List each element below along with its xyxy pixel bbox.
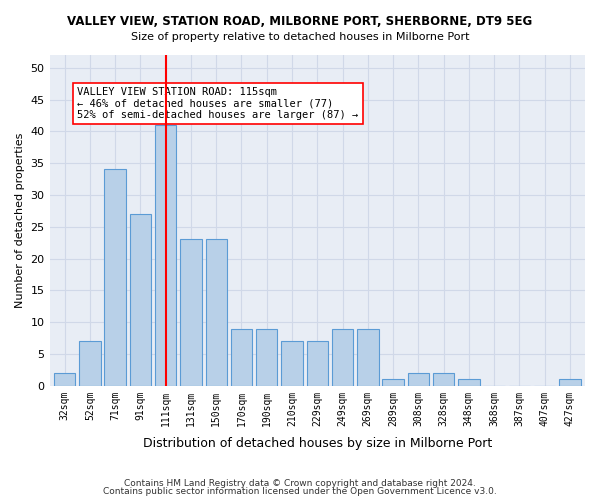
Bar xyxy=(407,373,429,386)
X-axis label: Distribution of detached houses by size in Milborne Port: Distribution of detached houses by size … xyxy=(143,437,492,450)
Bar xyxy=(231,328,252,386)
Bar xyxy=(458,380,479,386)
Bar xyxy=(104,170,126,386)
Bar xyxy=(382,380,404,386)
Bar xyxy=(206,240,227,386)
Bar xyxy=(256,328,277,386)
Y-axis label: Number of detached properties: Number of detached properties xyxy=(15,132,25,308)
Bar xyxy=(559,380,581,386)
Bar xyxy=(155,125,176,386)
Bar xyxy=(281,341,303,386)
Text: Contains HM Land Registry data © Crown copyright and database right 2024.: Contains HM Land Registry data © Crown c… xyxy=(124,478,476,488)
Bar xyxy=(79,341,101,386)
Bar xyxy=(130,214,151,386)
Text: VALLEY VIEW, STATION ROAD, MILBORNE PORT, SHERBORNE, DT9 5EG: VALLEY VIEW, STATION ROAD, MILBORNE PORT… xyxy=(67,15,533,28)
Bar xyxy=(357,328,379,386)
Bar xyxy=(332,328,353,386)
Bar xyxy=(54,373,76,386)
Bar xyxy=(307,341,328,386)
Text: VALLEY VIEW STATION ROAD: 115sqm
← 46% of detached houses are smaller (77)
52% o: VALLEY VIEW STATION ROAD: 115sqm ← 46% o… xyxy=(77,87,359,120)
Bar xyxy=(433,373,454,386)
Text: Size of property relative to detached houses in Milborne Port: Size of property relative to detached ho… xyxy=(131,32,469,42)
Text: Contains public sector information licensed under the Open Government Licence v3: Contains public sector information licen… xyxy=(103,487,497,496)
Bar xyxy=(180,240,202,386)
